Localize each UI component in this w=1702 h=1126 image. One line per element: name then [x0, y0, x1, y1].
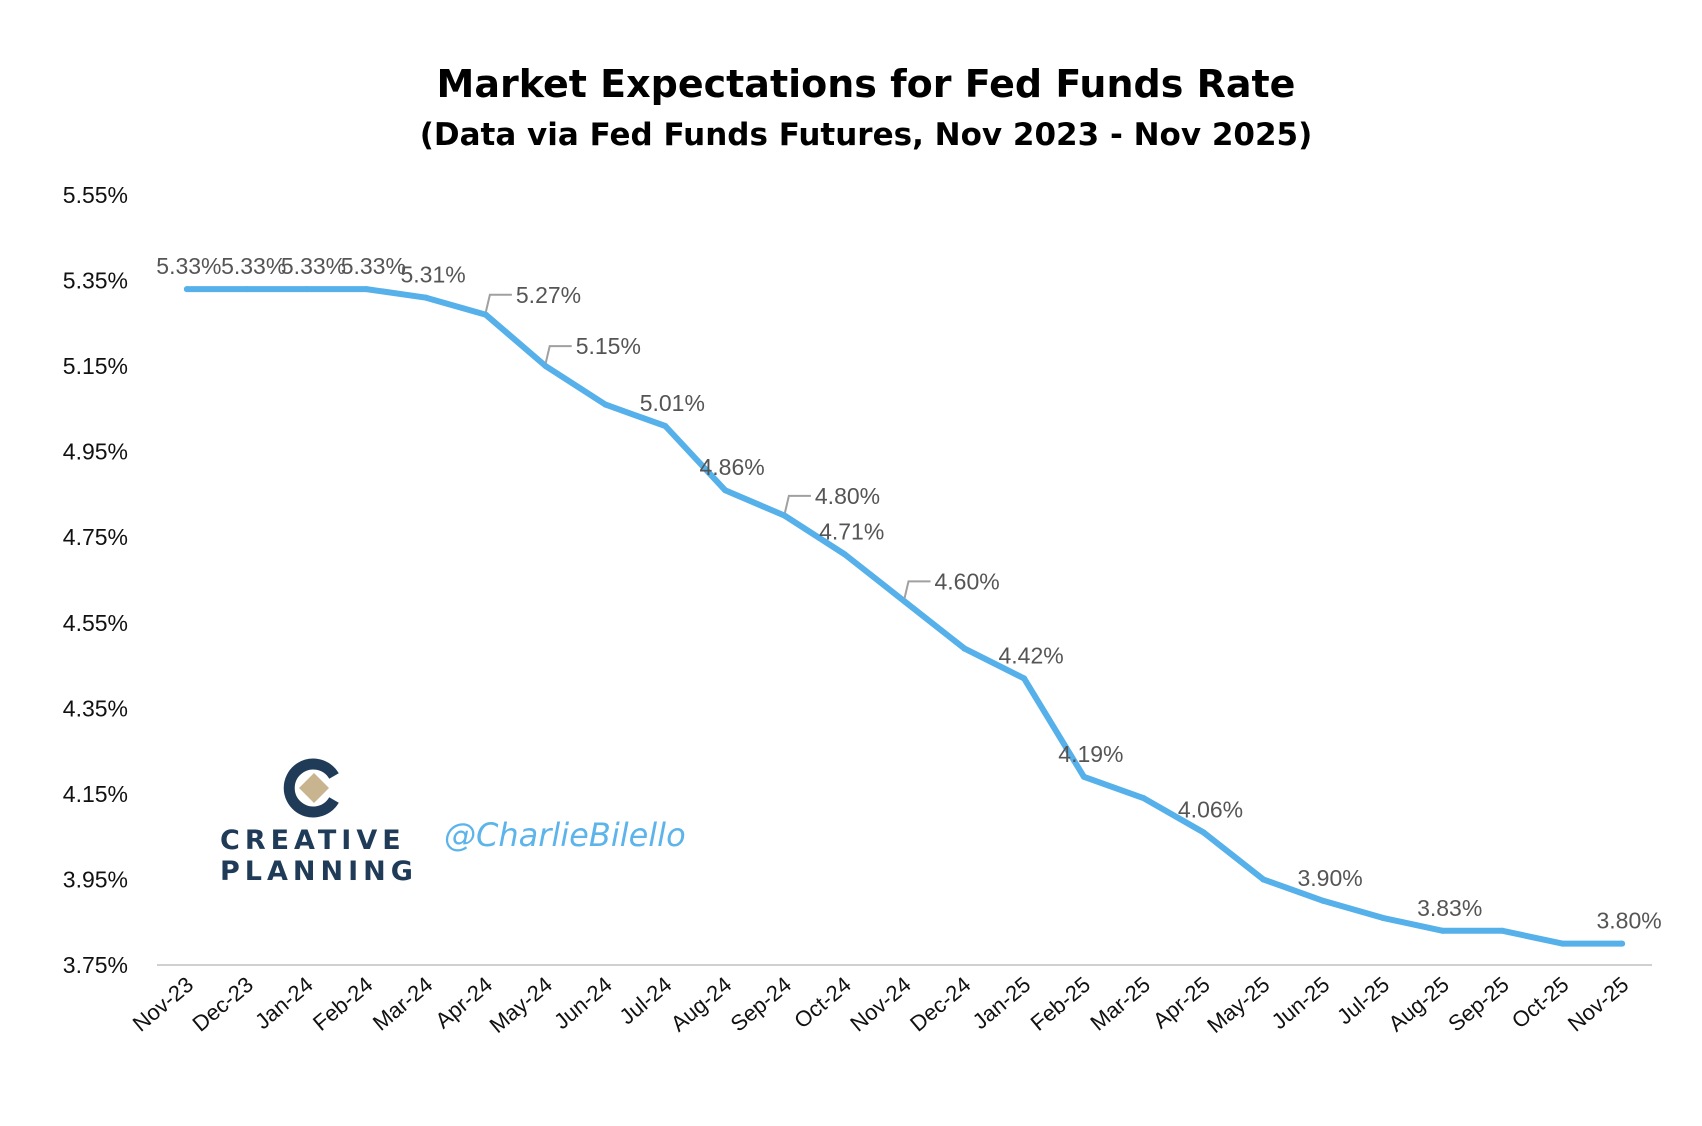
- data-label: 4.60%: [935, 568, 1000, 594]
- data-point: [1200, 829, 1207, 836]
- x-tick-label: Jan-24: [250, 972, 318, 1034]
- data-label: 5.31%: [400, 262, 465, 288]
- x-tick-label: Nov-23: [128, 972, 198, 1037]
- data-point: [901, 598, 908, 605]
- x-tick-label: Aug-25: [1383, 972, 1453, 1037]
- y-tick-label: 4.75%: [63, 524, 128, 550]
- x-tick-label: Mar-24: [368, 972, 437, 1036]
- data-label: 4.19%: [1058, 741, 1123, 767]
- data-label: 4.80%: [815, 483, 880, 509]
- data-point: [841, 551, 848, 558]
- y-tick-label: 3.95%: [63, 866, 128, 892]
- creative-planning-logo: CREATIVE PLANNING: [220, 758, 418, 887]
- brand-line-1: CREATIVE: [220, 825, 406, 856]
- data-label: 4.71%: [819, 518, 884, 544]
- y-tick-label: 5.35%: [63, 268, 128, 294]
- data-point: [722, 487, 729, 494]
- data-point: [303, 286, 310, 293]
- data-label: 3.80%: [1596, 908, 1661, 934]
- data-point: [1559, 940, 1566, 947]
- data-point: [1379, 914, 1386, 921]
- data-label: 3.90%: [1297, 865, 1362, 891]
- x-tick-label: Sep-25: [1443, 972, 1513, 1037]
- leader-line: [484, 293, 512, 313]
- data-point: [1021, 675, 1028, 682]
- x-tick-label: Dec-23: [188, 972, 258, 1037]
- data-label: 5.01%: [640, 390, 705, 416]
- data-label: 3.83%: [1417, 895, 1482, 921]
- x-tick-label: Jul-25: [1332, 972, 1394, 1030]
- data-point: [1619, 940, 1626, 947]
- x-tick-label: Apr-25: [1148, 972, 1215, 1034]
- creative-planning-logo-icon: [283, 758, 339, 818]
- x-tick-label: Nov-25: [1563, 972, 1633, 1037]
- data-label: 5.33%: [281, 253, 346, 279]
- x-tick-label: Oct-25: [1507, 972, 1574, 1034]
- data-point: [1499, 927, 1506, 934]
- data-point: [1080, 773, 1087, 780]
- data-point: [363, 286, 370, 293]
- data-labels: 5.33% 5.33%5.33%5.33%5.31%5.27%5.15%5.01%…: [156, 253, 1662, 947]
- data-label: 5.15%: [576, 333, 641, 359]
- data-point: [1260, 876, 1267, 883]
- data-label-leaders: [484, 293, 931, 599]
- x-tick-label: Aug-24: [666, 972, 736, 1037]
- x-tick-label: Oct-24: [789, 972, 856, 1034]
- x-axis-ticks: Nov-23Dec-23Jan-24Feb-24Mar-24Apr-24May-…: [128, 972, 1634, 1038]
- y-tick-label: 5.15%: [63, 353, 128, 379]
- x-tick-label: Feb-25: [1026, 972, 1095, 1036]
- data-label: 5.33%: [341, 253, 406, 279]
- x-tick-label: Mar-25: [1085, 972, 1154, 1036]
- data-label: 5.27%: [516, 282, 581, 308]
- data-point: [183, 286, 190, 293]
- x-tick-label: May-24: [485, 972, 557, 1038]
- author-handle: @CharlieBilello: [444, 816, 686, 854]
- y-tick-label: 4.55%: [63, 610, 128, 636]
- data-point: [1439, 927, 1446, 934]
- y-tick-label: 4.15%: [63, 781, 128, 807]
- x-tick-label: Feb-24: [308, 972, 377, 1036]
- x-tick-label: Dec-24: [905, 972, 975, 1037]
- y-axis-ticks: 5.55% 5.35% 5.15% 4.95% 4.75% 4.55% 4.35% 4.15%…: [63, 182, 128, 978]
- data-label: 5.33%: [221, 253, 286, 279]
- x-tick-label: Sep-24: [726, 972, 796, 1037]
- y-tick-label: 5.55%: [63, 182, 128, 208]
- x-tick-label: Nov-24: [845, 972, 915, 1037]
- data-label: 4.06%: [1178, 796, 1243, 822]
- brand-line-2: PLANNING: [220, 856, 418, 887]
- data-point: [662, 423, 669, 429]
- leader-line: [544, 345, 572, 364]
- data-point: [781, 512, 788, 519]
- data-label: 4.42%: [998, 642, 1063, 668]
- data-point: [423, 294, 430, 301]
- x-tick-label: Jun-25: [1267, 972, 1335, 1034]
- y-tick-label: 4.95%: [63, 439, 128, 465]
- data-point: [961, 645, 968, 652]
- data-point: [542, 363, 549, 370]
- chart-subtitle: (Data via Fed Funds Futures, Nov 2023 - …: [420, 117, 1313, 153]
- y-tick-label: 4.35%: [63, 695, 128, 721]
- x-tick-label: Jun-24: [549, 972, 617, 1034]
- leader-line: [903, 580, 931, 599]
- data-point: [482, 311, 489, 318]
- data-point: [1320, 897, 1327, 904]
- data-point: [1140, 795, 1147, 802]
- x-tick-label: Jul-24: [615, 972, 677, 1030]
- leader-line: [783, 494, 811, 514]
- data-point: [602, 401, 609, 408]
- x-tick-label: Apr-24: [430, 972, 497, 1034]
- data-point: [243, 286, 250, 293]
- data-label: 5.33%: [156, 253, 221, 279]
- chart-title: Market Expectations for Fed Funds Rate: [437, 62, 1296, 106]
- x-tick-label: May-25: [1202, 972, 1274, 1038]
- x-tick-label: Jan-25: [968, 972, 1036, 1034]
- y-tick-label: 3.75%: [63, 952, 128, 978]
- data-label: 4.86%: [699, 454, 764, 480]
